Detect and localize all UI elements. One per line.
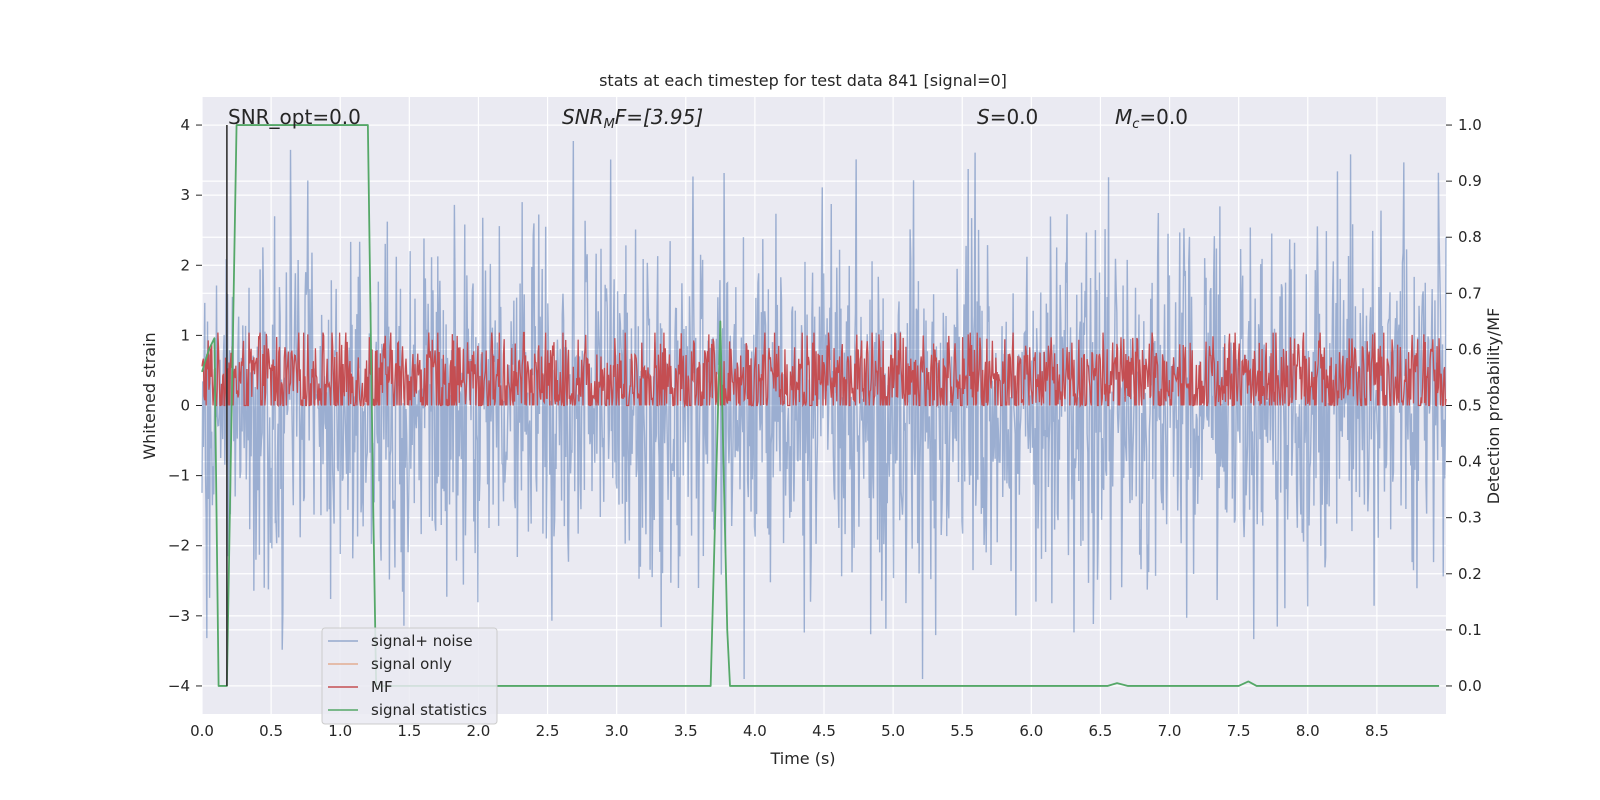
x-tick-label: 0.5 (259, 722, 283, 740)
line-signal-statistics (201, 124, 1440, 687)
y2-axis-ticks: 1.0 0.9 0.8 0.7 0.6 0.5 0.4 0.3 0.2 0.1 0.0 (1446, 116, 1482, 695)
y-tick-label: 3 (180, 186, 190, 204)
y2-tick-label: 0.6 (1458, 340, 1482, 358)
y-tick-label: 2 (180, 256, 190, 274)
y-tick-label: 1 (180, 326, 190, 344)
annotation-s: S=0.0 (977, 105, 1038, 129)
y2-tick-label: 0.2 (1458, 565, 1482, 583)
y2-tick-label: 0.1 (1458, 621, 1482, 639)
x-tick-label: 4.0 (743, 722, 767, 740)
annotation-mc-prefix: M (1115, 105, 1132, 129)
y2-tick-label: 0.0 (1458, 677, 1482, 695)
x-tick-label: 1.5 (397, 722, 421, 740)
y2-tick-label: 0.8 (1458, 228, 1482, 246)
y2-tick-label: 0.9 (1458, 172, 1482, 190)
y-tick-label: −4 (168, 677, 190, 695)
legend-label-signal-only: signal only (371, 655, 452, 673)
y-axis-ticks: 4 3 2 1 0 −1 −2 −3 −4 (168, 116, 202, 695)
annotation-snr-mf-prefix: SNR (562, 105, 604, 129)
x-tick-label: 8.0 (1296, 722, 1320, 740)
annotation-s-suffix: =0.0 (990, 105, 1039, 129)
annotation-snr-opt: SNR_opt=0.0 (228, 105, 361, 129)
y-tick-label: −3 (168, 607, 190, 625)
legend-label-mf: MF (371, 678, 393, 696)
legend-label-noise: signal+ noise (371, 632, 473, 650)
chart-title: stats at each timestep for test data 841… (599, 71, 1007, 90)
line-mf (201, 331, 1447, 409)
x-tick-label: 6.5 (1089, 722, 1113, 740)
legend-box (321, 627, 498, 725)
x-tick-label: 5.0 (881, 722, 905, 740)
x-tick-label: 6.0 (1019, 722, 1043, 740)
annotation-mc-sub: c (1132, 117, 1139, 132)
x-tick-label: 3.5 (674, 722, 698, 740)
x-axis-ticks: 0.0 0.5 1.0 1.5 2.0 2.5 3.0 3.5 4.0 4.5 5.0 5.5 6.0 6… (190, 722, 1389, 740)
x-tick-label: 5.5 (950, 722, 974, 740)
y2-tick-label: 0.4 (1458, 453, 1482, 471)
y2-tick-label: 1.0 (1458, 116, 1482, 134)
series-mf (201, 331, 1447, 409)
annotation-mc: Mc=0.0 (1115, 105, 1188, 132)
series-signal-statistics (201, 124, 1440, 687)
x-tick-label: 4.5 (812, 722, 836, 740)
annotation-snr-mf-suffix: F=[3.95] (615, 105, 703, 129)
legend-label-signal-statistics: signal statistics (371, 701, 487, 719)
x-tick-label: 1.0 (328, 722, 352, 740)
legend: signal+ noise signal only MF signal stat… (321, 627, 498, 725)
x-tick-label: 7.5 (1227, 722, 1251, 740)
x-axis-label: Time (s) (769, 749, 835, 768)
y-tick-label: −1 (168, 467, 190, 485)
x-tick-label: 7.0 (1158, 722, 1182, 740)
y-tick-label: −2 (168, 537, 190, 555)
x-tick-label: 2.5 (536, 722, 560, 740)
annotation-snr-mf: SNRMF=[3.95] (562, 105, 703, 132)
y-tick-label: 0 (180, 397, 190, 415)
x-tick-label: 2.0 (467, 722, 491, 740)
y-tick-label: 4 (180, 116, 190, 134)
x-tick-label: 0.0 (190, 722, 214, 740)
annotation-snr-mf-sub: M (604, 117, 615, 132)
y-axis-label: Whitened strain (140, 332, 159, 459)
annotation-mc-suffix: =0.0 (1139, 105, 1188, 129)
y2-tick-label: 0.5 (1458, 397, 1482, 415)
y2-tick-label: 0.7 (1458, 284, 1482, 302)
annotation-s-prefix: S (977, 105, 990, 129)
x-tick-label: 3.0 (605, 722, 629, 740)
x-tick-label: 8.5 (1365, 722, 1389, 740)
y2-axis-label: Detection probability/MF (1484, 308, 1503, 505)
y2-tick-label: 0.3 (1458, 509, 1482, 527)
